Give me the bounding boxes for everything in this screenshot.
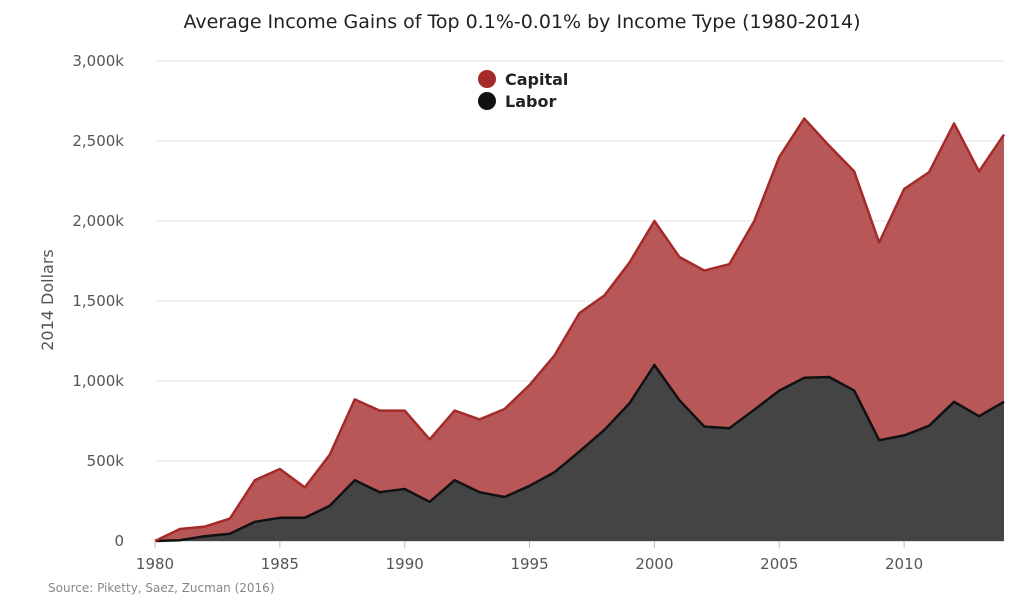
y-tick-label: 2,000k [72,212,124,230]
y-tick-label: 3,000k [72,52,124,70]
x-tick-label: 1995 [510,555,548,573]
series-lines [154,117,1006,543]
y-tick-label: 0 [114,532,124,550]
capital-line [154,117,1006,543]
y-axis-ticks: 0 500k 1,000k 1,500k 2,000k 2,500k 3,000k [72,52,124,550]
x-tick-label: 1985 [261,555,299,573]
x-tick-label: 1990 [386,555,424,573]
legend: Capital Labor [478,70,568,111]
y-tick-label: 1,000k [72,372,124,390]
capital-legend-marker [478,70,496,88]
y-axis-label: 2014 Dollars [38,249,57,351]
x-tick-label: 2000 [635,555,673,573]
labor-line [154,363,1005,543]
y-tick-label: 2,500k [72,132,124,150]
x-axis-ticks: 1980 1985 1990 1995 2000 2005 2010 [136,541,923,573]
capital-legend-label: Capital [505,70,568,89]
chart-title: Average Income Gains of Top 0.1%-0.01% b… [184,11,861,33]
x-tick-label: 2005 [760,555,798,573]
y-tick-label: 1,500k [72,292,124,310]
x-tick-label: 1980 [136,555,174,573]
labor-legend-marker [478,92,496,110]
labor-legend-label: Labor [505,92,556,111]
x-tick-label: 2010 [885,555,923,573]
source-note: Source: Piketty, Saez, Zucman (2016) [48,581,275,595]
area-series [155,118,1004,541]
y-tick-label: 500k [87,452,125,470]
capital-area [155,118,1004,541]
